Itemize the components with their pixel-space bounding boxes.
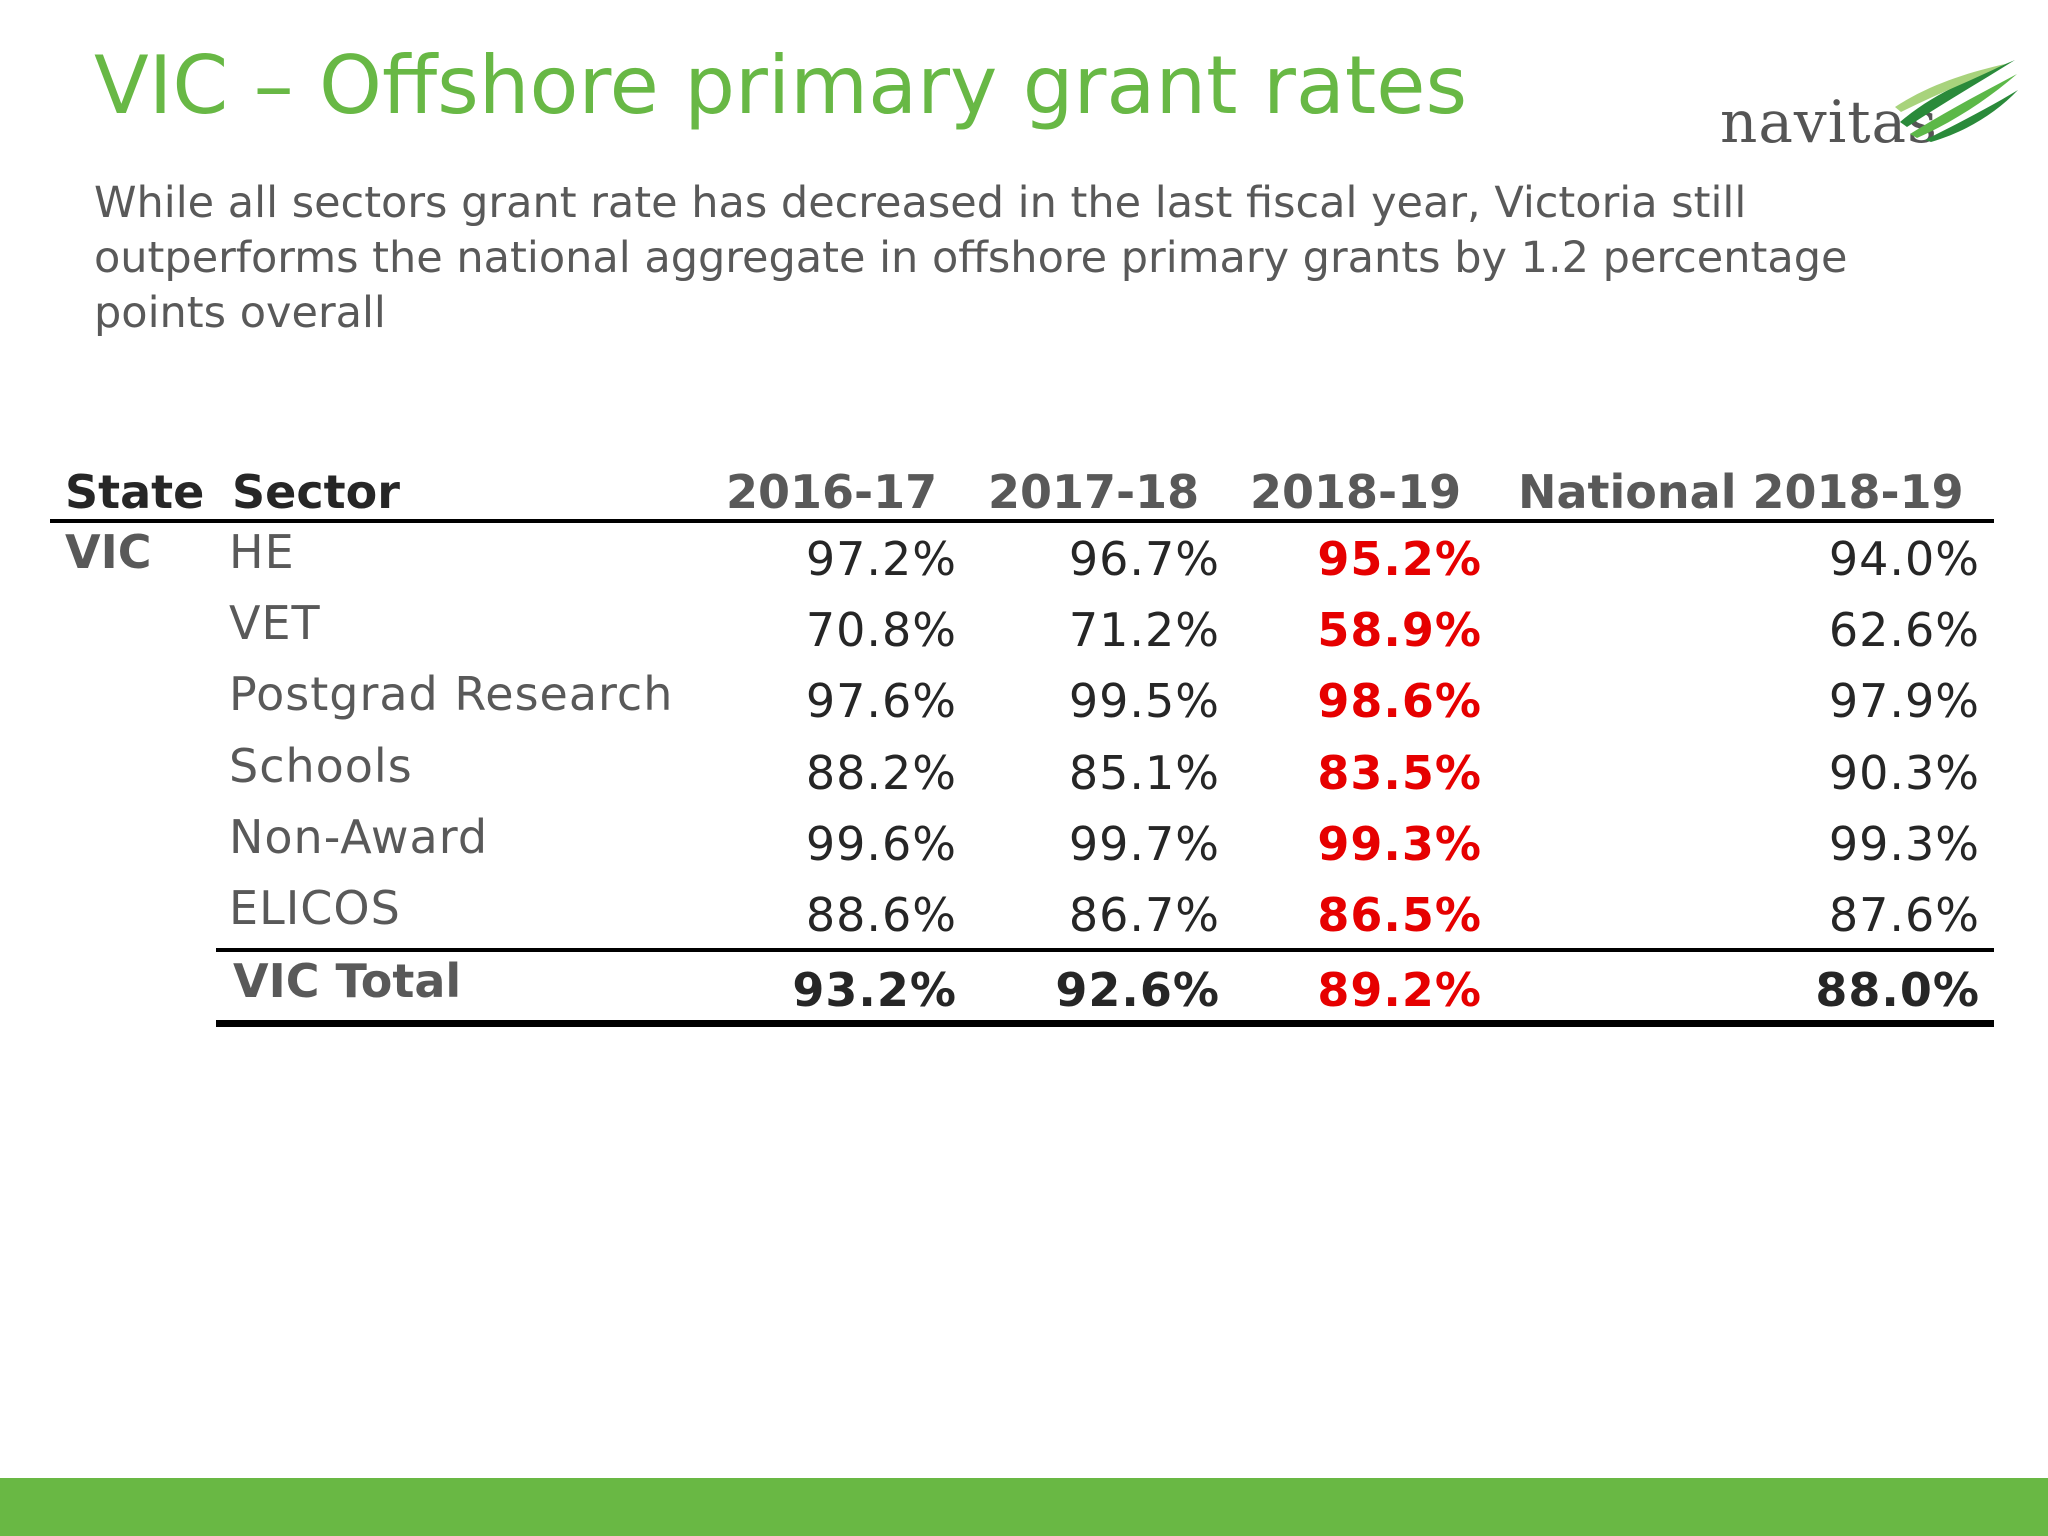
header-2018-19: 2018-19 [1250, 465, 1462, 519]
total-bottom-rule [216, 1020, 1994, 1027]
sector-label: HE [229, 525, 295, 579]
value-2017-18: 86.7% [1068, 888, 1220, 942]
value-2016-17: 99.6% [805, 817, 957, 871]
navitas-logo: navitas [1720, 48, 2020, 158]
value-2017-18: 85.1% [1068, 746, 1220, 800]
value-2017-18: 99.7% [1068, 817, 1220, 871]
grant-rate-table: State Sector 2016-17 2017-18 2018-19 Nat… [50, 465, 1994, 1027]
total-label: VIC Total [233, 954, 462, 1008]
value-2018-19: 58.9% [1317, 603, 1482, 657]
value-2018-19: 98.6% [1317, 674, 1482, 728]
slide-title: VIC – Offshore primary grant rates [94, 39, 1468, 132]
value-2018-19: 99.3% [1317, 817, 1482, 871]
value-2018-19: 86.5% [1317, 888, 1482, 942]
value-2016-17: 97.2% [805, 532, 957, 586]
value-national: 62.6% [1828, 603, 1980, 657]
state-label: VIC [65, 525, 152, 579]
value-national: 99.3% [1828, 817, 1980, 871]
value-2018-19: 95.2% [1317, 532, 1482, 586]
total-2017-18: 92.6% [1055, 963, 1220, 1017]
total-national: 88.0% [1815, 963, 1980, 1017]
header-sector: Sector [232, 465, 400, 519]
sector-label: Postgrad Research [229, 667, 674, 721]
sector-label: Schools [229, 739, 413, 793]
sector-label: Non-Award [229, 810, 489, 864]
total-top-rule [216, 948, 1994, 952]
footer-bar [0, 1478, 2048, 1536]
value-national: 94.0% [1828, 532, 1980, 586]
value-2017-18: 99.5% [1068, 674, 1220, 728]
value-2016-17: 88.6% [805, 888, 957, 942]
header-2017-18: 2017-18 [988, 465, 1200, 519]
value-2017-18: 96.7% [1068, 532, 1220, 586]
sector-label: ELICOS [229, 881, 401, 935]
sector-label: VET [229, 596, 321, 650]
header-rule [50, 519, 1994, 523]
value-national: 97.9% [1828, 674, 1980, 728]
header-2016-17: 2016-17 [726, 465, 938, 519]
value-2016-17: 97.6% [805, 674, 957, 728]
value-2016-17: 88.2% [805, 746, 957, 800]
value-2018-19: 83.5% [1317, 746, 1482, 800]
value-2016-17: 70.8% [805, 603, 957, 657]
header-national: National 2018-19 [1518, 465, 1964, 519]
value-national: 90.3% [1828, 746, 1980, 800]
total-2018-19: 89.2% [1317, 963, 1482, 1017]
navitas-swoosh-icon [1895, 60, 2018, 142]
value-2017-18: 71.2% [1068, 603, 1220, 657]
slide-subtitle: While all sectors grant rate has decreas… [94, 178, 1848, 338]
header-state: State [65, 465, 205, 519]
total-2016-17: 93.2% [792, 963, 957, 1017]
value-national: 87.6% [1828, 888, 1980, 942]
